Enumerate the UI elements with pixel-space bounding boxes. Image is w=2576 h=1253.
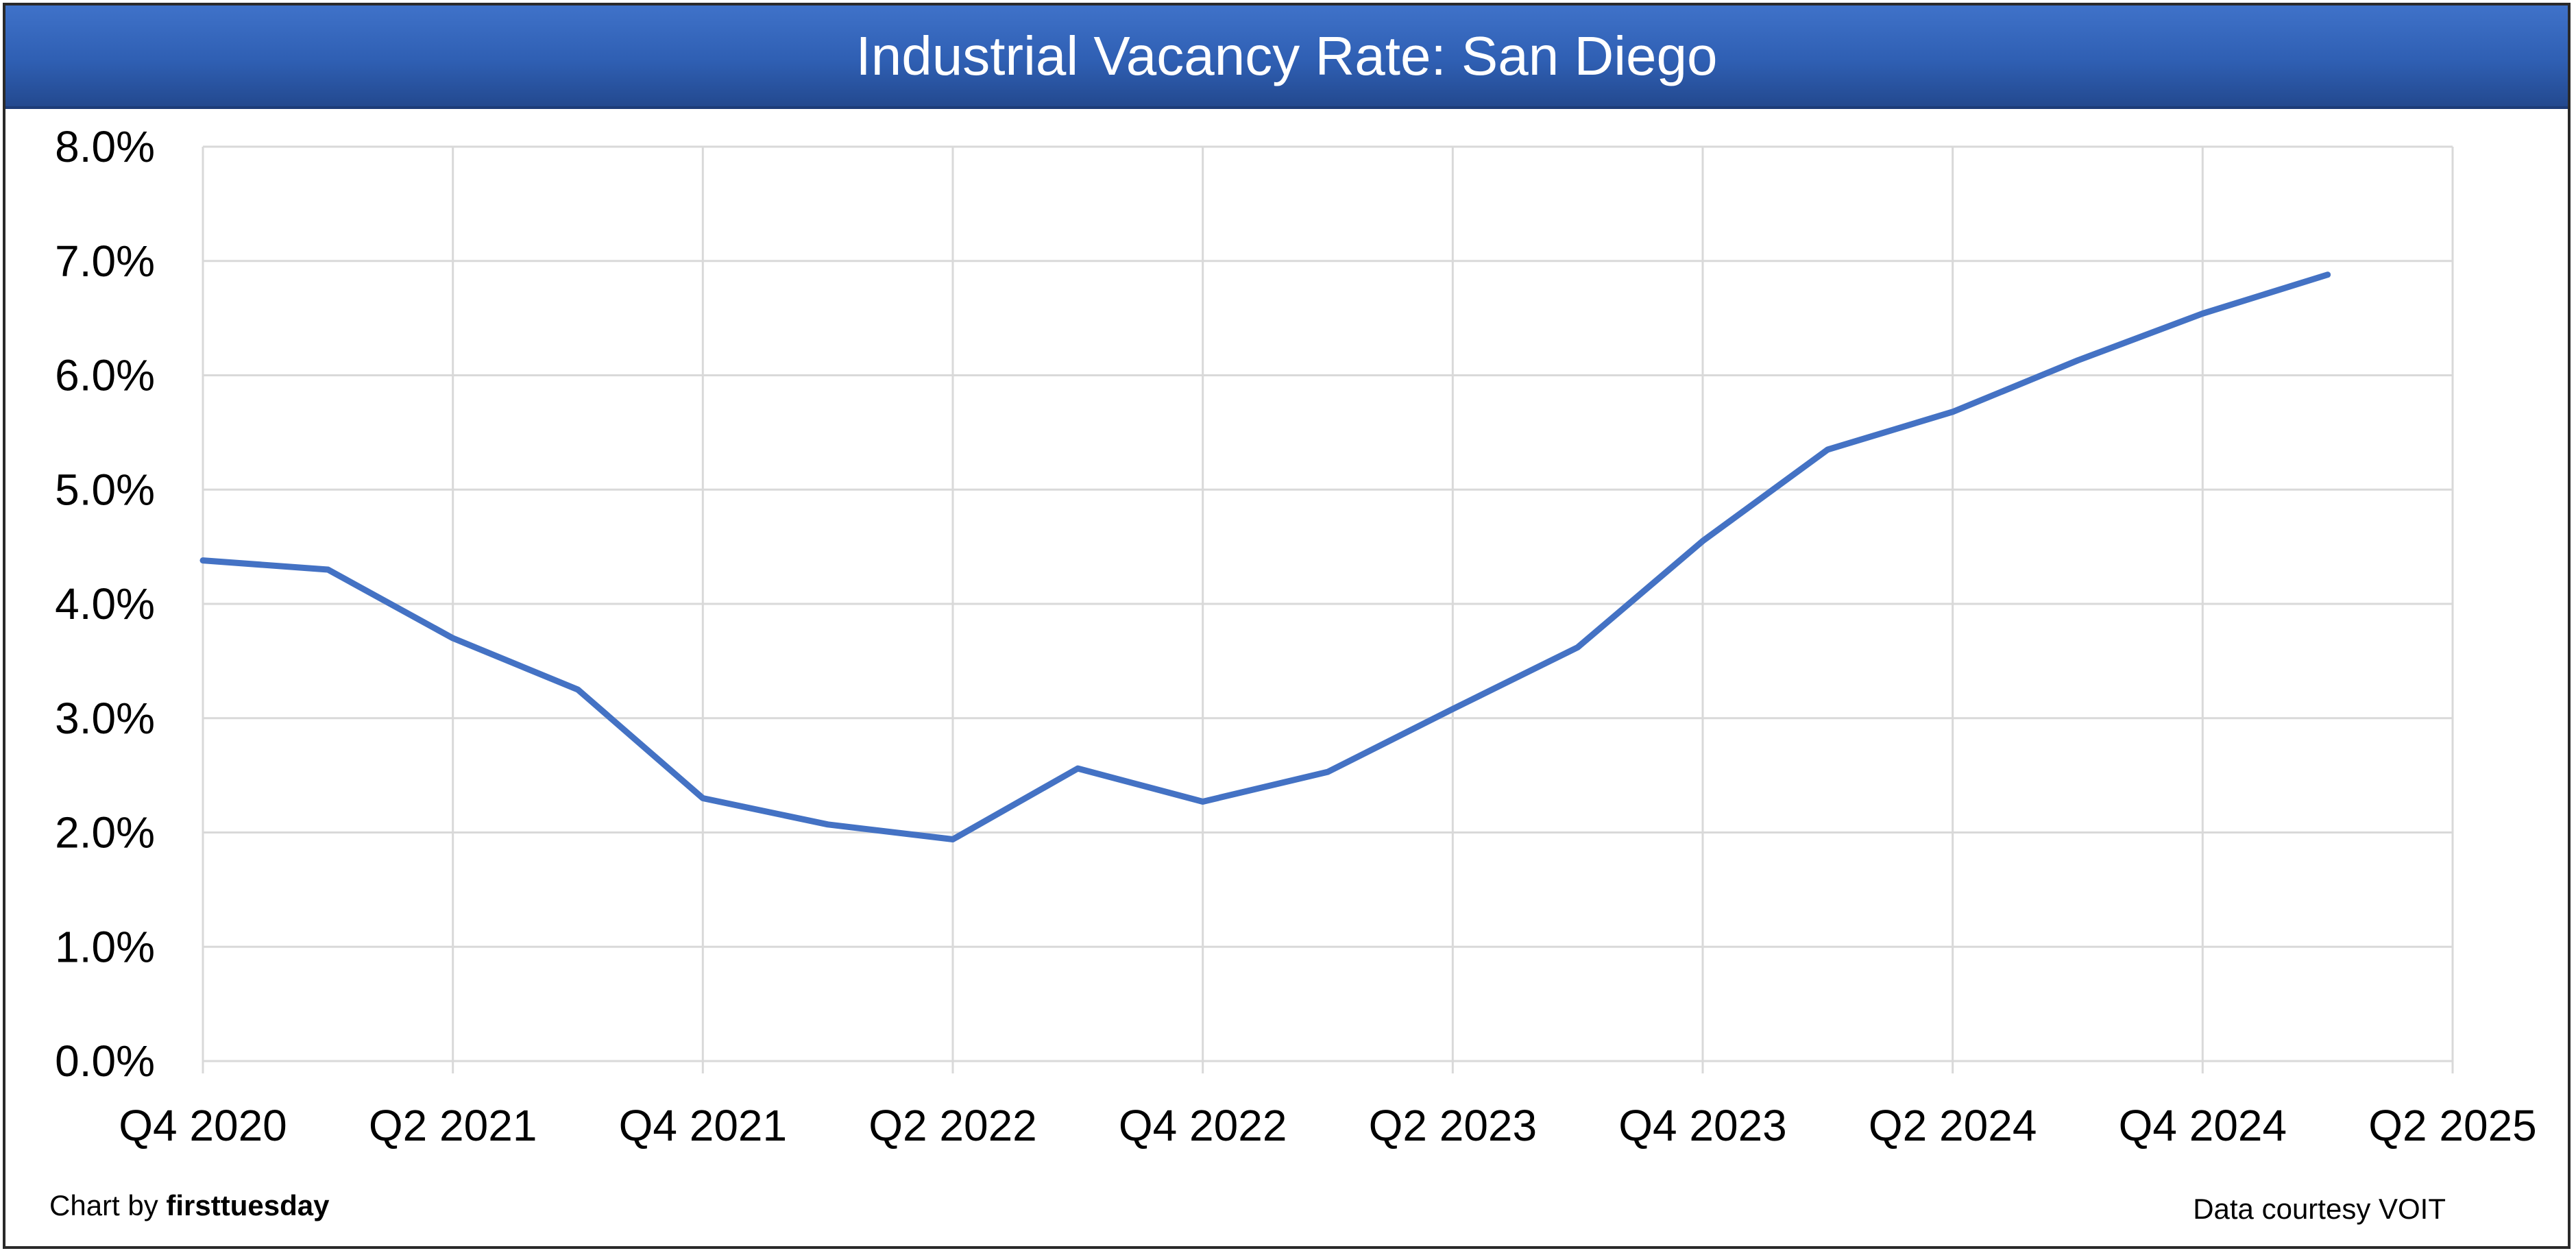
y-tick-label: 1.0%: [55, 922, 155, 971]
data-point: [2326, 273, 2329, 276]
data-point: [2077, 359, 2078, 361]
y-tick-label: 3.0%: [55, 694, 155, 743]
chart-title: Industrial Vacancy Rate: San Diego: [855, 25, 1718, 86]
credit-brand: firsttuesday: [166, 1189, 330, 1221]
data-point: [1827, 448, 1829, 450]
y-tick-label: 2.0%: [55, 808, 155, 857]
x-tick-label: Q4 2024: [2119, 1101, 2287, 1150]
data-point: [1202, 801, 1204, 803]
data-point: [1452, 708, 1454, 710]
data-point: [327, 568, 329, 570]
data-point: [827, 823, 829, 825]
data-point: [702, 797, 704, 799]
x-tick-label: Q4 2022: [1119, 1101, 1287, 1150]
series-layer: [199, 271, 2331, 843]
y-tick-label: 8.0%: [55, 122, 155, 171]
data-point: [1702, 540, 1703, 542]
y-tick-label: 4.0%: [55, 579, 155, 629]
y-tick-label: 5.0%: [55, 465, 155, 514]
chart-credit: Chart by firsttuesday: [49, 1189, 329, 1222]
x-tick-label: Q2 2024: [1869, 1101, 2037, 1150]
x-tick-label: Q2 2021: [369, 1101, 537, 1150]
credit-prefix: Chart by: [49, 1189, 167, 1221]
data-point: [1327, 771, 1328, 773]
data-point: [452, 637, 454, 640]
title-bar: Industrial Vacancy Rate: San Diego: [5, 5, 2568, 109]
data-point: [1952, 411, 1954, 413]
x-tick-label: Q4 2020: [119, 1101, 287, 1150]
data-point: [2202, 313, 2204, 315]
data-point: [577, 689, 579, 691]
data-point: [1577, 646, 1579, 648]
data-source: Data courtesy VOIT: [2193, 1193, 2446, 1225]
x-tick-label: Q2 2022: [868, 1101, 1037, 1150]
x-tick-label: Q4 2021: [619, 1101, 788, 1150]
series-line: [199, 271, 2331, 843]
data-point: [202, 559, 204, 561]
data-point: [1077, 768, 1079, 770]
x-axis-ticks: Q4 2020 Q2 2021 Q4 2021 Q2 2022 Q4 2022 Q2 20…: [119, 1101, 2537, 1150]
x-tick-label: Q4 2023: [1618, 1101, 1787, 1150]
y-axis-ticks: 0.0% 1.0% 2.0% 3.0% 4.0% 5.0% 6.0% 7.0% 8.0%: [55, 122, 155, 1086]
x-tick-label: Q2 2023: [1369, 1101, 1538, 1150]
data-point: [952, 838, 953, 840]
x-tick-label: Q2 2025: [2368, 1101, 2537, 1150]
y-tick-label: 6.0%: [55, 351, 155, 400]
grid: [202, 145, 2454, 1073]
y-tick-label: 0.0%: [55, 1036, 155, 1086]
y-tick-label: 7.0%: [55, 236, 155, 286]
